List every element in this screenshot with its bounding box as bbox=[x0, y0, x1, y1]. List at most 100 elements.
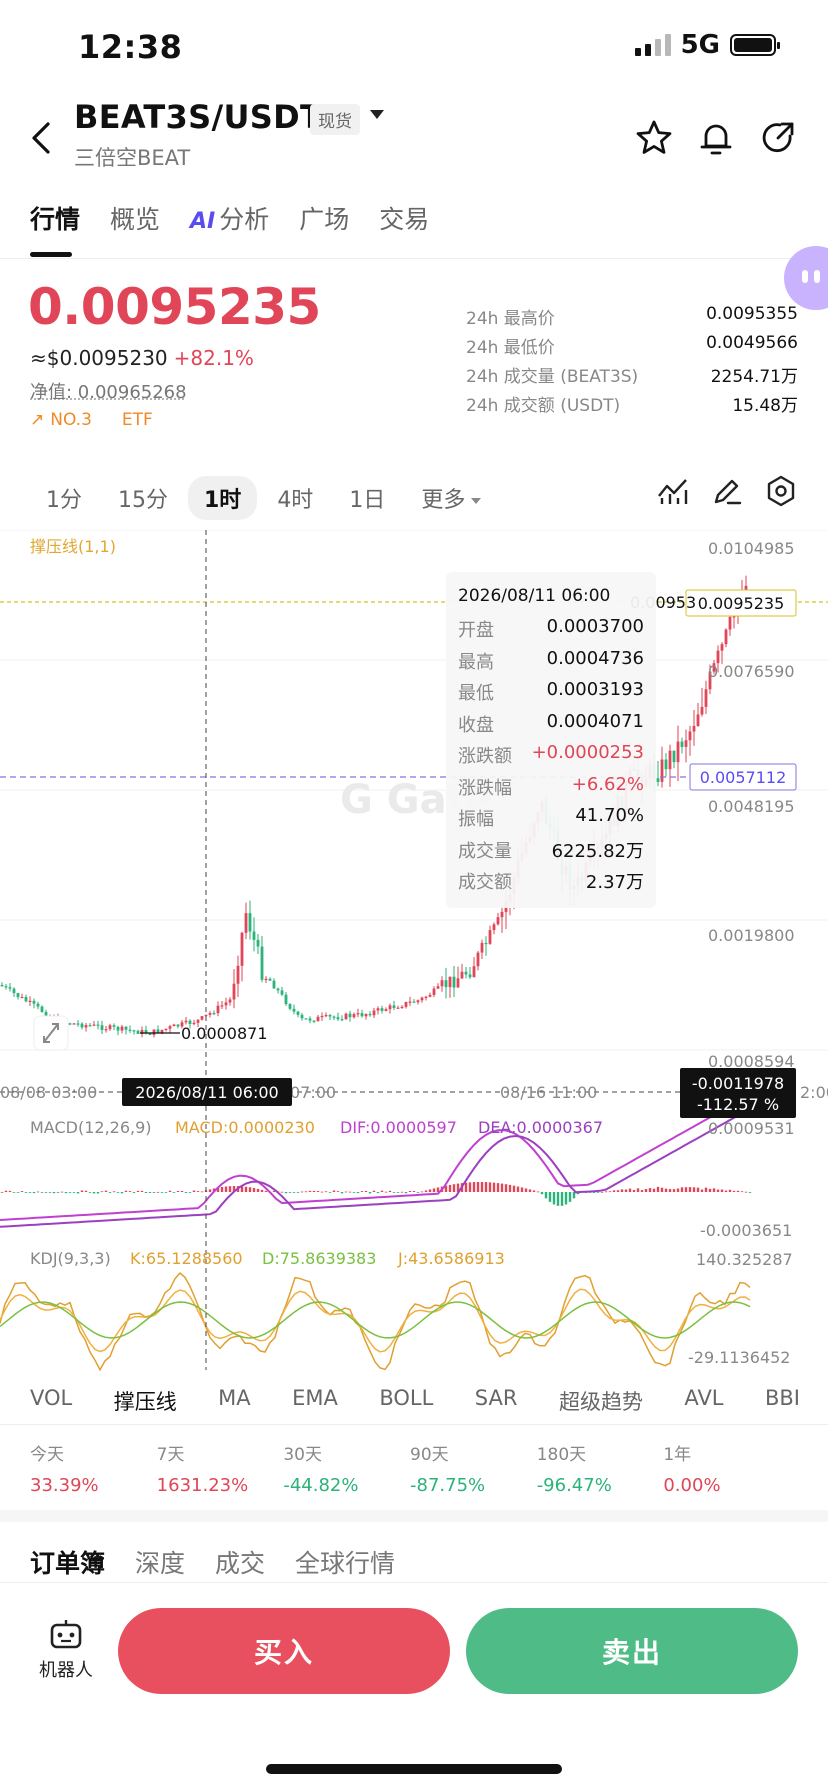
interval-1d[interactable]: 1日 bbox=[349, 488, 386, 513]
candle-body bbox=[424, 996, 428, 999]
robot-button[interactable]: 机器人 bbox=[34, 1618, 98, 1682]
indicator-support-resistance[interactable]: 撑压线 bbox=[113, 1390, 177, 1414]
candle-body bbox=[80, 1023, 84, 1028]
macd-bar bbox=[252, 1188, 256, 1192]
candle-body bbox=[184, 1020, 188, 1023]
macd-bar bbox=[368, 1192, 372, 1194]
d-line bbox=[0, 1301, 751, 1339]
indicator-vol[interactable]: VOL bbox=[30, 1386, 73, 1410]
candle-body bbox=[208, 1012, 212, 1015]
stat-label: 24h 成交量 (BEAT3S) bbox=[466, 367, 639, 387]
tooltip-row: 涨跌额 +0.0000253 bbox=[458, 742, 644, 774]
candle-body bbox=[732, 616, 736, 618]
market-type-tag[interactable]: 现货 bbox=[310, 104, 360, 135]
candle-body bbox=[688, 731, 692, 741]
sell-button[interactable]: 卖出 bbox=[466, 1608, 798, 1694]
tab-trade[interactable]: 交易 bbox=[379, 205, 430, 234]
y-tick: 0.0008594 bbox=[708, 1052, 795, 1071]
draw-pen-icon[interactable] bbox=[710, 474, 744, 508]
macd-bar bbox=[384, 1191, 388, 1193]
tooltip-row: 成交量 6225.82万 bbox=[458, 837, 644, 869]
rank-badge[interactable]: ↗ NO.3 bbox=[30, 410, 92, 430]
pair-dropdown-icon[interactable] bbox=[370, 110, 384, 119]
buy-button[interactable]: 买入 bbox=[118, 1608, 450, 1694]
candle-body bbox=[176, 1024, 180, 1027]
tooltip-value: 0.0004071 bbox=[546, 710, 644, 732]
interval-1h[interactable]: 1时 bbox=[188, 476, 258, 520]
perf-label: 今天 bbox=[30, 1445, 64, 1465]
dif-line bbox=[0, 1094, 751, 1221]
tab-square[interactable]: 广场 bbox=[299, 205, 350, 234]
macd-bar bbox=[728, 1189, 732, 1192]
macd-min: -0.0003651 bbox=[700, 1221, 792, 1240]
indicator-sar[interactable]: SAR bbox=[474, 1386, 518, 1410]
candle-body bbox=[700, 706, 704, 715]
candle-body bbox=[12, 988, 16, 994]
chevron-down-icon bbox=[471, 498, 482, 504]
macd-bar bbox=[608, 1191, 612, 1193]
candle-body bbox=[284, 994, 288, 1005]
macd-bar bbox=[468, 1182, 472, 1192]
indicator-icon[interactable] bbox=[656, 474, 690, 508]
tab-analysis-label: 分析 bbox=[219, 205, 270, 234]
macd-bar bbox=[716, 1189, 720, 1192]
macd-bar bbox=[684, 1187, 688, 1192]
pair-title[interactable]: BEAT3S/USDT bbox=[74, 98, 323, 136]
candle-body bbox=[420, 997, 424, 1001]
indicator-ema[interactable]: EMA bbox=[292, 1386, 338, 1410]
indicator-avl[interactable]: AVL bbox=[684, 1386, 724, 1410]
tab-orderbook[interactable]: 订单簿 bbox=[30, 1549, 106, 1578]
indicator-boll[interactable]: BOLL bbox=[379, 1386, 434, 1410]
tab-depth[interactable]: 深度 bbox=[135, 1549, 186, 1578]
macd-bar bbox=[116, 1192, 120, 1193]
tab-global-market[interactable]: 全球行情 bbox=[295, 1549, 396, 1578]
kline-chart[interactable]: 撑压线(1,1) 0.0104985 0.0076590 0.0048195 0… bbox=[0, 530, 828, 1380]
back-arrow-icon[interactable] bbox=[28, 118, 56, 158]
bell-icon[interactable] bbox=[696, 118, 736, 158]
net-value[interactable]: 净值: 0.00965268 bbox=[30, 382, 187, 403]
macd-bar bbox=[108, 1192, 112, 1193]
indicator-tabs: VOL 撑压线 MA EMA BOLL SAR 超级趋势 AVL BBI bbox=[30, 1386, 828, 1416]
indicator-bbi[interactable]: BBI bbox=[764, 1386, 800, 1410]
indicator-supertrend[interactable]: 超级趋势 bbox=[558, 1390, 643, 1414]
interval-4h[interactable]: 4时 bbox=[277, 488, 314, 513]
tab-analysis[interactable]: AI 分析 bbox=[190, 200, 269, 236]
candle-body bbox=[44, 1011, 48, 1017]
tooltip-row: 收盘 0.0004071 bbox=[458, 711, 644, 743]
macd-bar bbox=[412, 1191, 416, 1192]
macd-bar bbox=[612, 1190, 616, 1192]
candle-body bbox=[152, 1029, 156, 1035]
stat-value: 0.0095355 bbox=[706, 304, 798, 324]
macd-bar bbox=[280, 1191, 284, 1193]
macd-bar bbox=[344, 1191, 348, 1193]
share-icon[interactable] bbox=[758, 118, 798, 158]
candle-body bbox=[384, 1009, 388, 1011]
macd-bar bbox=[404, 1192, 408, 1194]
assistant-bubble-icon[interactable] bbox=[784, 246, 828, 310]
tooltip-value: 0.0003193 bbox=[546, 679, 644, 700]
interval-15m[interactable]: 15分 bbox=[118, 488, 168, 513]
interval-more[interactable]: 更多 bbox=[405, 476, 497, 520]
macd-bar bbox=[332, 1190, 336, 1192]
tab-market[interactable]: 行情 bbox=[30, 205, 81, 234]
settings-icon[interactable] bbox=[764, 474, 798, 508]
macd-bar bbox=[732, 1190, 736, 1192]
interval-1m[interactable]: 1分 bbox=[46, 488, 82, 513]
tab-overview[interactable]: 概览 bbox=[110, 205, 161, 234]
stat-label: 24h 最高价 bbox=[466, 309, 555, 329]
candle-body bbox=[492, 924, 496, 931]
candle-body bbox=[304, 1018, 308, 1020]
candle-body bbox=[288, 1004, 292, 1009]
tab-trades[interactable]: 成交 bbox=[215, 1549, 266, 1578]
macd-bar bbox=[620, 1189, 624, 1192]
candle-body bbox=[428, 994, 432, 997]
indicator-ma[interactable]: MA bbox=[218, 1386, 251, 1410]
macd-bar bbox=[304, 1191, 308, 1193]
star-icon[interactable] bbox=[634, 118, 674, 158]
macd-bar bbox=[324, 1191, 328, 1193]
macd-bar bbox=[68, 1192, 72, 1193]
macd-bar bbox=[28, 1192, 32, 1193]
macd-bar bbox=[680, 1187, 684, 1192]
macd-lines bbox=[0, 1094, 751, 1228]
etf-badge[interactable]: ETF bbox=[121, 410, 153, 430]
